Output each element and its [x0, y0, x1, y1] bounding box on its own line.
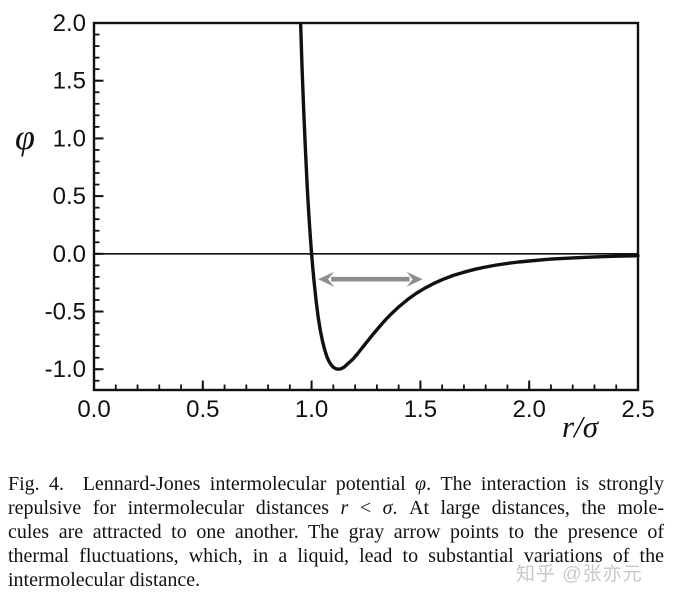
caption-text-segment: . The interaction is strongly: [426, 473, 664, 495]
y-tick-label: -0.5: [45, 299, 86, 326]
caption-text-segment: Fig. 4. Lennard-Jones intermolecular pot…: [8, 473, 416, 495]
thermal-fluctuation-arrow: [318, 271, 423, 287]
x-tick-label: 1.0: [295, 396, 328, 423]
caption-line: repulsive for intermolecular distances r…: [8, 496, 664, 520]
figure-caption: Fig. 4. Lennard-Jones intermolecular pot…: [8, 472, 664, 592]
caption-text-segment: intermolecular distance.: [8, 569, 201, 591]
caption-math-symbol: r: [340, 497, 349, 519]
caption-text-segment: cules are attracted to one another. The …: [8, 521, 664, 543]
caption-math-symbol: σ: [382, 497, 393, 519]
watermark: 知乎 @张亦元: [516, 564, 643, 585]
x-tick-label: 2.0: [513, 396, 546, 423]
arrow-head-right: [406, 271, 423, 287]
x-axis-label: r/σ: [562, 409, 600, 444]
caption-line: Fig. 4. Lennard-Jones intermolecular pot…: [8, 472, 664, 496]
y-tick-label: -1.0: [45, 356, 86, 383]
x-tick-label: 0.0: [77, 396, 110, 423]
caption-text-segment: . At large distances, the mole-: [392, 497, 665, 519]
y-tick-label: 1.5: [53, 68, 86, 95]
caption-line: thermal fluctuations, which, in a liquid…: [8, 544, 664, 568]
y-tick-label: 1.0: [53, 125, 86, 152]
y-tick-label: 0.0: [53, 241, 86, 268]
caption-text-segment: thermal fluctuations, which, in a liquid…: [8, 545, 664, 567]
caption-text-segment: <: [348, 497, 383, 519]
caption-line: cules are attracted to one another. The …: [8, 520, 664, 544]
x-tick-label: 1.5: [404, 396, 437, 423]
x-tick-label: 0.5: [186, 396, 219, 423]
caption-line: intermolecular distance.: [8, 568, 664, 592]
y-tick-label: 2.0: [53, 10, 86, 37]
caption-math-symbol: φ: [415, 473, 427, 495]
arrow-head-left: [318, 271, 335, 287]
x-tick-label: 2.5: [621, 396, 654, 423]
caption-text-segment: repulsive for intermolecular distances: [8, 497, 341, 519]
y-axis-label: φ: [15, 117, 35, 157]
y-tick-label: 0.5: [53, 183, 86, 210]
plot-frame: [92, 21, 640, 392]
lj-chart: 0.0 0.5 1.0 1.5 2.0 2.5 -1.0 -0.5 0.0 0.5 1.0 1.5 2.…: [15, 10, 655, 444]
lj-potential-curve: [298, 22, 640, 371]
